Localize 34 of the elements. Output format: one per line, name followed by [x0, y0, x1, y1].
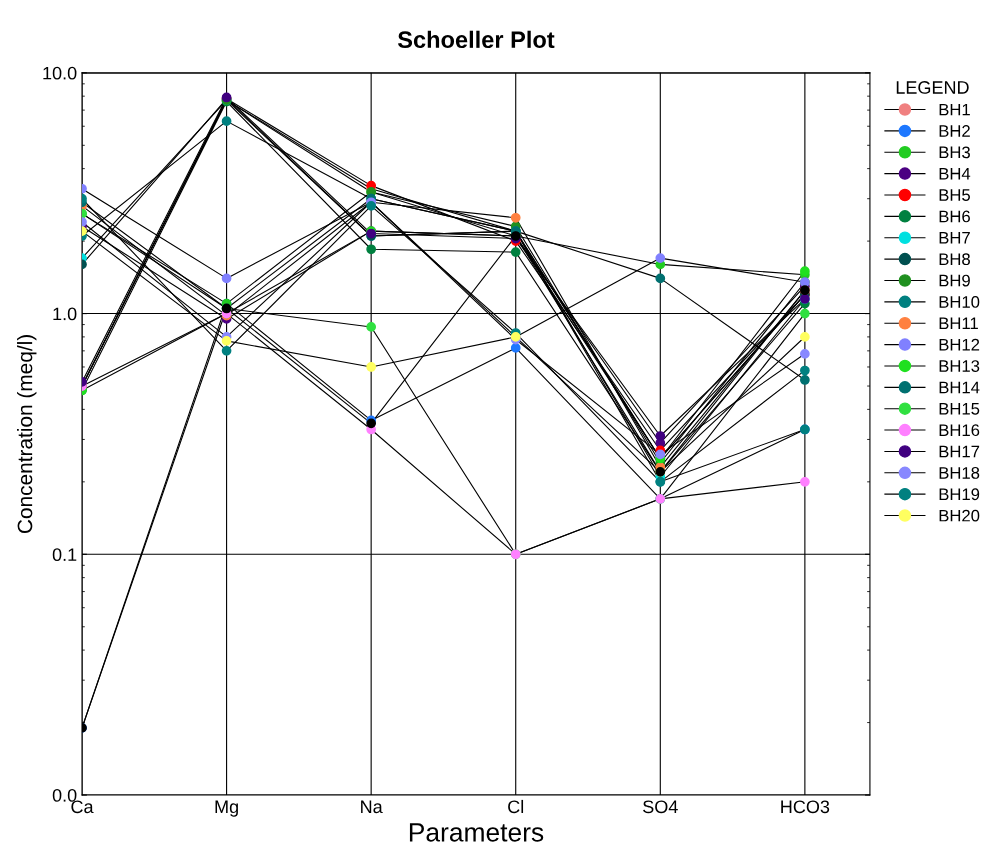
chart-title: Schoeller Plot — [397, 30, 555, 49]
legend-label: BH9 — [939, 274, 970, 287]
legend-label: BH15 — [939, 403, 980, 415]
legend-label: BH6 — [939, 210, 970, 223]
x-tick-label: Ca — [71, 800, 94, 814]
x-axis-title: Parameters — [409, 823, 544, 842]
legend-label: BH12 — [939, 338, 980, 351]
y-tick-label: 0.1 — [52, 548, 77, 562]
legend-label: BH20 — [939, 509, 980, 522]
legend-label: BH13 — [939, 360, 980, 372]
y-tick-label: 1.0 — [53, 307, 77, 321]
legend-label: BH14 — [939, 381, 980, 394]
legend-label: BH8 — [939, 253, 970, 266]
legend-label: BH17 — [939, 445, 980, 458]
legend-label: BH10 — [939, 296, 980, 308]
legend-label: BH4 — [939, 167, 971, 180]
legend-label: BH3 — [939, 146, 970, 159]
x-tick-label: Na — [361, 800, 383, 814]
legend-label: BH1 — [939, 103, 970, 116]
legend-label: BH11 — [939, 317, 978, 330]
legend-label: BH19 — [939, 488, 980, 501]
legend-label: BH2 — [939, 125, 970, 137]
legend-label: BH7 — [939, 232, 970, 244]
y-tick-label: 10.0 — [43, 66, 77, 80]
y-tick-label: 0.0 — [52, 788, 77, 802]
x-tick-label: Cl — [508, 799, 524, 814]
x-tick-label: HCO3 — [781, 800, 830, 814]
legend-title: LEGEND — [896, 81, 969, 94]
y-axis-title: Concentration (meq/l) — [17, 335, 37, 534]
legend-label: BH16 — [939, 424, 980, 437]
x-tick-label: SO4 — [643, 800, 678, 814]
x-tick-label: Mg — [215, 800, 238, 817]
legend-label: BH18 — [939, 467, 980, 479]
legend-label: BH5 — [939, 189, 970, 201]
